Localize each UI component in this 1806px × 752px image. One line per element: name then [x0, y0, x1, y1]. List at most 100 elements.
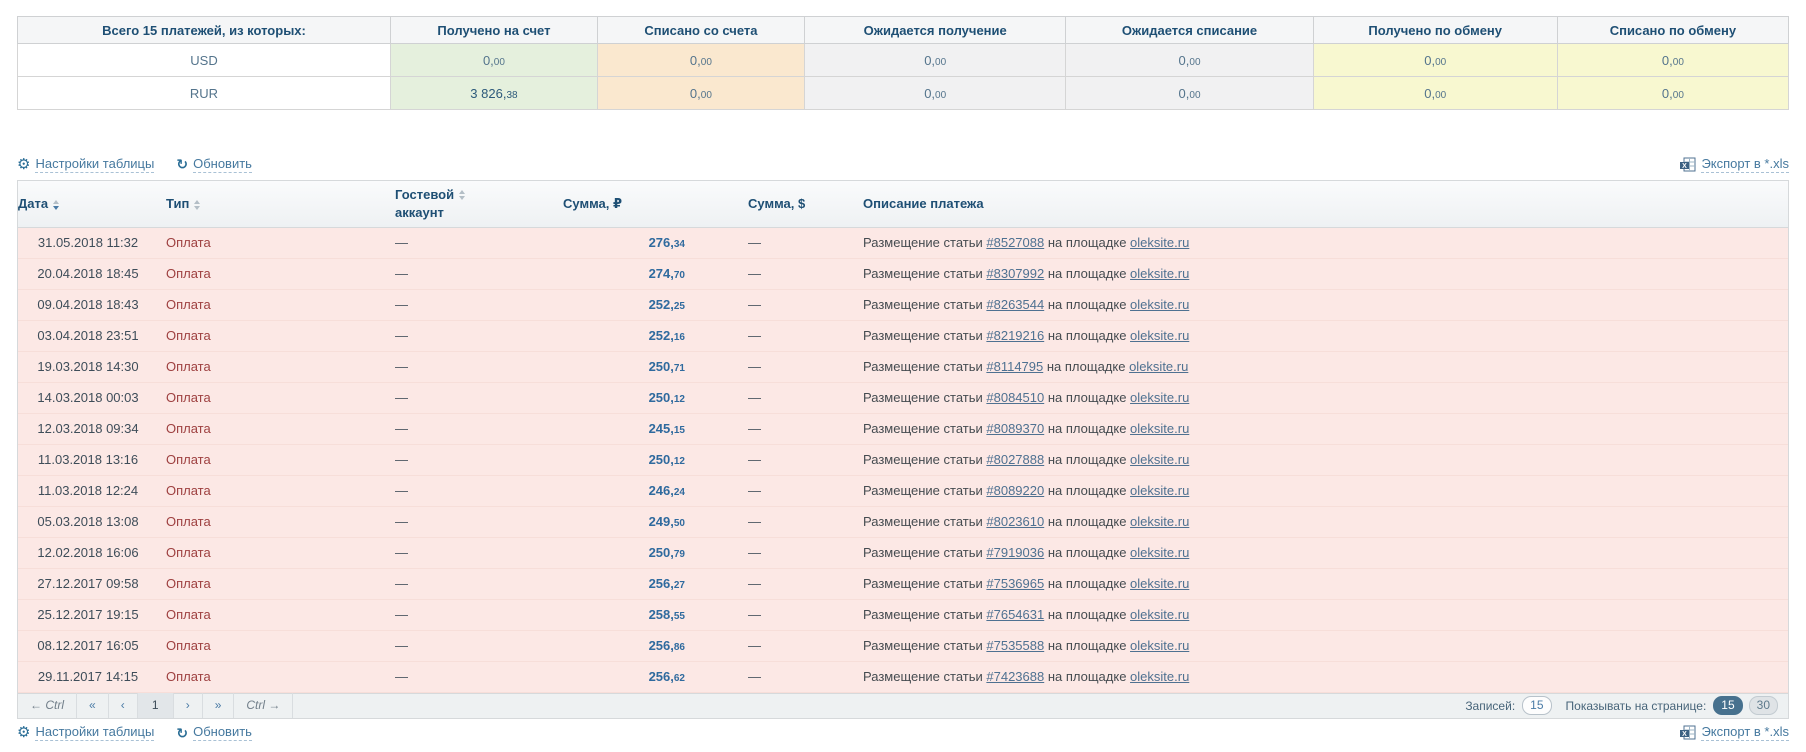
- site-link[interactable]: oleksite.ru: [1130, 266, 1190, 281]
- article-link[interactable]: #8527088: [986, 235, 1045, 250]
- site-link[interactable]: oleksite.ru: [1130, 638, 1190, 653]
- amount-frac: 00: [493, 56, 505, 68]
- article-link[interactable]: #8089370: [986, 421, 1045, 436]
- refresh-button[interactable]: ↻ Обновить: [176, 724, 252, 741]
- article-link[interactable]: #7535588: [986, 638, 1045, 653]
- amount-whole: 3 826,: [470, 85, 507, 101]
- excel-icon: X: [1680, 725, 1696, 740]
- amount-whole: 0,: [482, 52, 494, 68]
- summary-table: Всего 15 платежей, из которых: Получено …: [17, 16, 1790, 110]
- guest-account-value: —: [353, 289, 563, 321]
- site-link[interactable]: oleksite.ru: [1130, 421, 1190, 436]
- amount-frac: 12: [673, 456, 685, 467]
- amount-whole: 0,: [924, 85, 936, 101]
- site-link[interactable]: oleksite.ru: [1130, 607, 1190, 622]
- per-page-option-30[interactable]: 30: [1748, 696, 1778, 715]
- payment-date: 03.04.2018 23:51: [18, 320, 158, 352]
- payment-date: 25.12.2017 19:15: [18, 599, 158, 631]
- table-row: 08.12.2017 16:05 Оплата — 256,86 — Разме…: [18, 630, 1788, 662]
- article-link[interactable]: #8219216: [986, 328, 1045, 343]
- guest-account-value: —: [353, 227, 563, 259]
- article-link[interactable]: #8089220: [986, 483, 1045, 498]
- refresh-icon: ↻: [176, 724, 189, 741]
- guest-account-value: —: [353, 320, 563, 352]
- table-settings-button[interactable]: ⚙ Настройки таблицы: [17, 724, 155, 741]
- records-label: Записей:: [1465, 698, 1516, 713]
- pagination-last-button[interactable]: »: [203, 693, 235, 718]
- article-link[interactable]: #8307992: [986, 266, 1045, 281]
- site-link[interactable]: oleksite.ru: [1130, 328, 1190, 343]
- article-link[interactable]: #7423688: [986, 669, 1045, 684]
- pagination-next-button[interactable]: ›: [174, 693, 203, 718]
- refresh-button[interactable]: ↻ Обновить: [176, 156, 252, 173]
- summary-value: 0,00: [390, 43, 598, 77]
- amount-usd: —: [703, 289, 818, 321]
- article-link[interactable]: #8263544: [986, 297, 1045, 312]
- article-link[interactable]: #8114795: [986, 359, 1044, 374]
- amount-usd: —: [703, 475, 818, 507]
- pagination-prev-button[interactable]: ‹: [109, 693, 138, 718]
- article-link[interactable]: #8084510: [986, 390, 1045, 405]
- svg-text:X: X: [1683, 731, 1688, 738]
- table-row: 20.04.2018 18:45 Оплата — 274,70 — Разме…: [18, 258, 1788, 290]
- article-link[interactable]: #7654631: [986, 607, 1045, 622]
- table-toolbar-top: ⚙ Настройки таблицы ↻ Обновить X Экспорт…: [17, 154, 1789, 174]
- pagination-first-button[interactable]: «: [77, 693, 109, 718]
- amount-usd: —: [703, 258, 818, 290]
- description-middle: на площадке: [1044, 328, 1131, 343]
- amount-frac: 86: [673, 642, 685, 653]
- summary-header-exchange-in: Получено по обмену: [1312, 16, 1558, 44]
- description-middle: на площадке: [1044, 514, 1131, 529]
- description-middle: на площадке: [1043, 359, 1130, 374]
- article-link[interactable]: #7919036: [986, 545, 1045, 560]
- amount-usd: —: [703, 568, 818, 600]
- summary-header-charged: Списано со счета: [596, 16, 805, 44]
- export-xls-button[interactable]: X Экспорт в *.xls: [1680, 156, 1789, 173]
- site-link[interactable]: oleksite.ru: [1130, 390, 1190, 405]
- site-link[interactable]: oleksite.ru: [1130, 297, 1190, 312]
- site-link[interactable]: oleksite.ru: [1130, 545, 1190, 560]
- payment-date: 08.12.2017 16:05: [18, 630, 158, 662]
- site-link[interactable]: oleksite.ru: [1130, 452, 1190, 467]
- site-link[interactable]: oleksite.ru: [1130, 576, 1190, 591]
- site-link[interactable]: oleksite.ru: [1130, 669, 1190, 684]
- table-settings-label: Настройки таблицы: [35, 724, 155, 741]
- payment-date: 12.03.2018 09:34: [18, 413, 158, 445]
- site-link[interactable]: oleksite.ru: [1129, 359, 1189, 374]
- description-middle: на площадке: [1044, 266, 1131, 281]
- column-header-guest-account[interactable]: Гостевой аккаунт: [353, 181, 563, 228]
- column-header-type[interactable]: Тип: [158, 181, 353, 228]
- amount-frac: 16: [673, 332, 685, 343]
- svg-text:X: X: [1683, 162, 1688, 169]
- site-link[interactable]: oleksite.ru: [1130, 235, 1190, 250]
- amount-frac: 00: [1189, 89, 1201, 101]
- table-row: 31.05.2018 11:32 Оплата — 276,34 — Разме…: [18, 227, 1788, 259]
- description-middle: на площадке: [1044, 297, 1131, 312]
- per-page-option-15[interactable]: 15: [1713, 696, 1743, 715]
- description-prefix: Размещение статьи: [863, 328, 987, 343]
- payment-type: Оплата: [158, 382, 353, 414]
- site-link[interactable]: oleksite.ru: [1130, 483, 1190, 498]
- amount-whole: 276,: [648, 235, 674, 250]
- column-header-date[interactable]: Дата: [18, 181, 158, 228]
- table-row: 19.03.2018 14:30 Оплата — 250,71 — Разме…: [18, 351, 1788, 383]
- article-link[interactable]: #8023610: [986, 514, 1045, 529]
- article-link[interactable]: #7536965: [986, 576, 1045, 591]
- payment-description: Размещение статьи #7654631 на площадке o…: [818, 599, 1788, 631]
- sort-desc-icon: [53, 199, 60, 210]
- description-prefix: Размещение статьи: [863, 452, 987, 467]
- amount-whole: 250,: [648, 452, 674, 467]
- guest-account-value: —: [353, 475, 563, 507]
- site-link[interactable]: oleksite.ru: [1130, 514, 1190, 529]
- payment-date: 20.04.2018 18:45: [18, 258, 158, 290]
- table-settings-button[interactable]: ⚙ Настройки таблицы: [17, 156, 155, 173]
- amount-rub: 252,16: [563, 320, 703, 352]
- amount-frac: 71: [673, 363, 685, 374]
- amount-frac: 00: [935, 89, 947, 101]
- article-link[interactable]: #8027888: [986, 452, 1045, 467]
- description-middle: на площадке: [1044, 669, 1131, 684]
- export-xls-button[interactable]: X Экспорт в *.xls: [1680, 724, 1789, 741]
- pagination-current-page[interactable]: 1: [137, 693, 174, 718]
- description-prefix: Размещение статьи: [863, 514, 987, 529]
- amount-whole: 252,: [648, 297, 674, 312]
